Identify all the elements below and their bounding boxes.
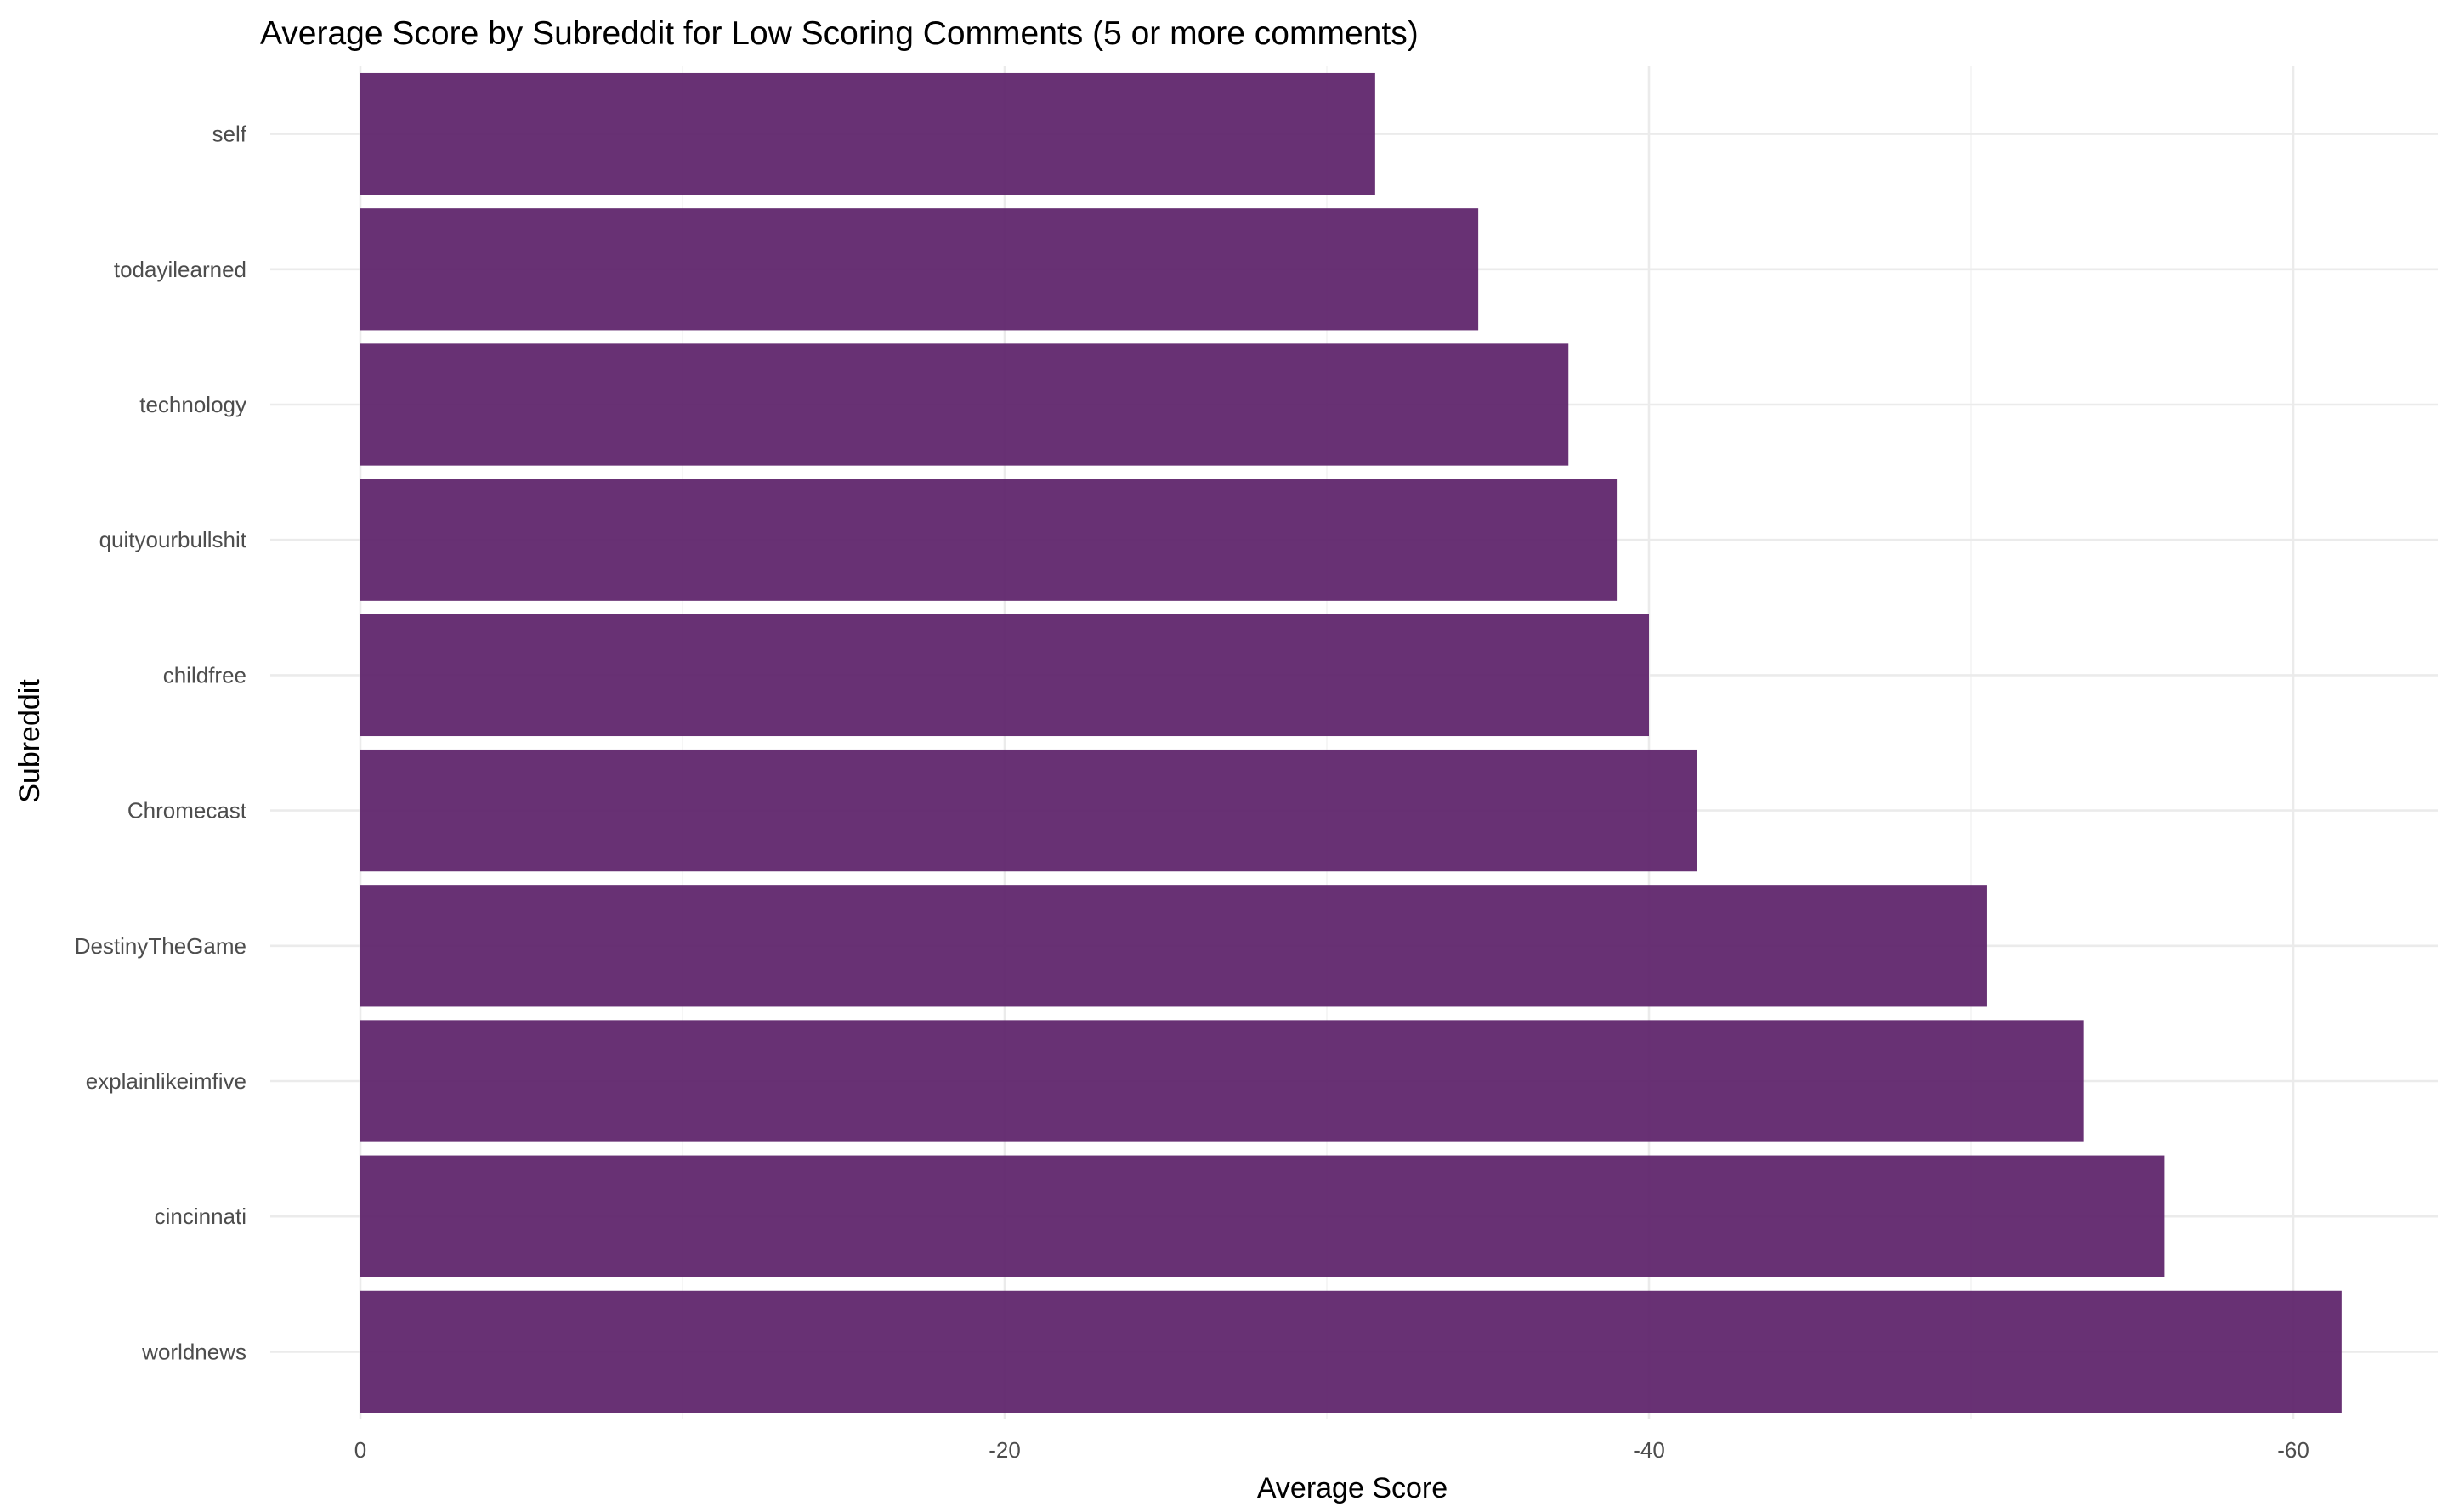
y-tick-label: worldnews bbox=[141, 1339, 246, 1364]
bar bbox=[360, 208, 1479, 331]
bar bbox=[360, 1290, 2342, 1413]
y-tick-label: technology bbox=[139, 392, 246, 417]
y-tick-label: quityourbullshit bbox=[99, 527, 247, 552]
x-tick-label: -60 bbox=[2277, 1437, 2309, 1463]
bar bbox=[360, 72, 1375, 195]
bars-layer bbox=[360, 72, 2342, 1413]
y-tick-labels: self todayilearned technology quityourbulls… bbox=[75, 122, 247, 1365]
y-tick-label: Chromecast bbox=[128, 798, 247, 824]
chart-title: Average Score by Subreddit for Low Scori… bbox=[260, 15, 1419, 52]
bar bbox=[360, 479, 1618, 601]
x-tick-label: 0 bbox=[354, 1437, 366, 1463]
y-tick-label: todayilearned bbox=[114, 257, 246, 282]
x-axis-title: Average Score bbox=[1257, 1472, 1448, 1504]
y-tick-label: childfree bbox=[163, 662, 246, 688]
y-tick-label: DestinyTheGame bbox=[75, 933, 246, 959]
bar bbox=[360, 343, 1569, 466]
bar bbox=[360, 749, 1697, 872]
x-tick-label: -40 bbox=[1633, 1437, 1665, 1463]
bar bbox=[360, 1155, 2165, 1277]
y-tick-label: self bbox=[212, 122, 247, 147]
x-tick-label: -20 bbox=[989, 1437, 1021, 1463]
y-tick-label: explainlikeimfive bbox=[86, 1068, 246, 1094]
x-tick-labels: 0 -20 -40 -60 bbox=[354, 1437, 2309, 1463]
bar bbox=[360, 614, 1649, 737]
y-tick-label: cincinnati bbox=[155, 1203, 246, 1229]
bar bbox=[360, 1020, 2084, 1142]
y-axis-title: Subreddit bbox=[14, 679, 46, 803]
bar bbox=[360, 885, 1987, 1007]
